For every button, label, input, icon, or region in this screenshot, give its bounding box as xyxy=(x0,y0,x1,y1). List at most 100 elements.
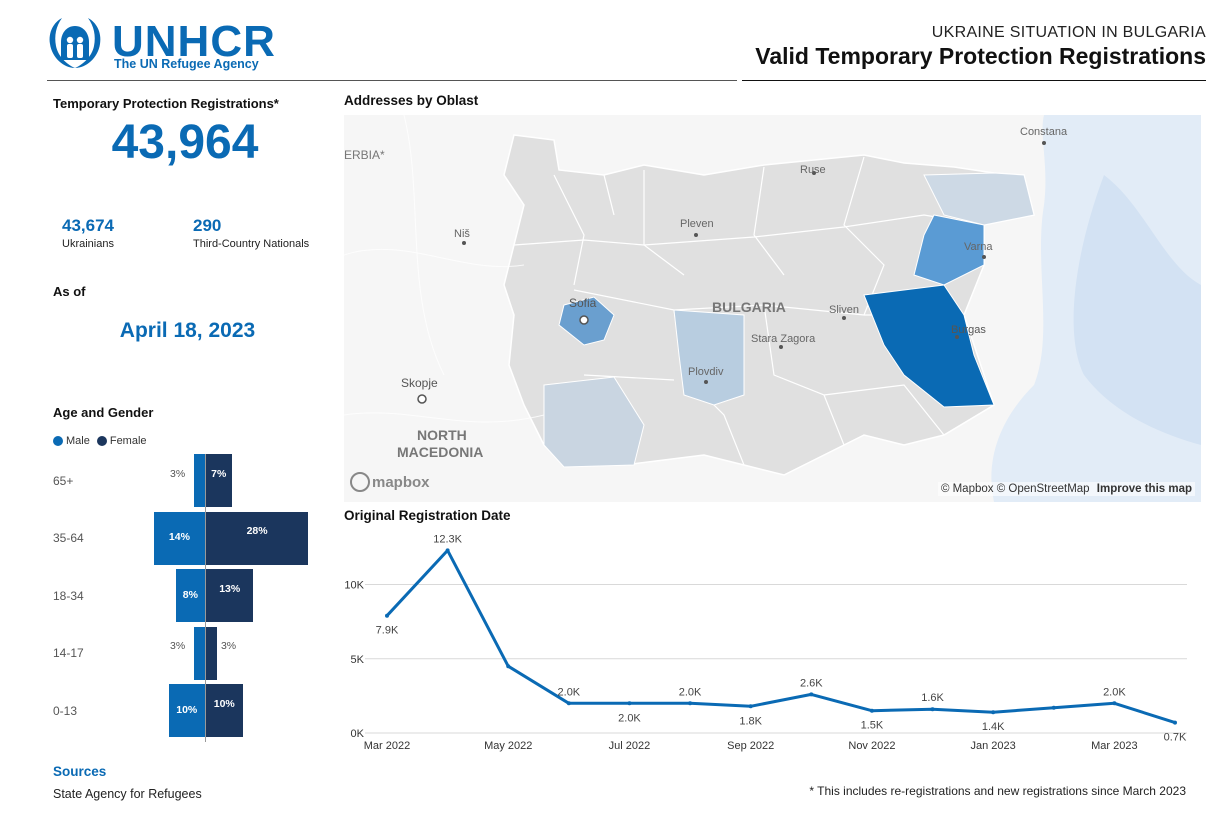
y-tick-label: 10K xyxy=(344,580,364,592)
y-tick-label: 0K xyxy=(351,728,365,740)
age-label: 0-13 xyxy=(53,703,78,718)
pyramid-axis xyxy=(205,454,206,742)
registrations-line xyxy=(385,548,1176,725)
age-gender-legend: Male Female xyxy=(53,435,147,447)
data-label: 0.7K xyxy=(1164,732,1187,744)
age-label: 65+ xyxy=(53,473,74,488)
age-gender-chart: 65+ 3% 7% 35-64 14% 28% 18-34 8% 13% 14-17 3% 3% 0-1… xyxy=(48,450,328,745)
male-bar[interactable] xyxy=(168,684,205,737)
x-tick-label: Sep 2022 xyxy=(727,740,774,752)
male-bar-label: 8% xyxy=(182,588,198,601)
data-point xyxy=(566,701,571,706)
data-point xyxy=(1051,705,1056,710)
x-tick-label: Jan 2023 xyxy=(971,740,1016,752)
registrations-label: Temporary Protection Registrations* xyxy=(53,96,279,111)
female-bar-label: 28% xyxy=(246,525,268,537)
label-north: NORTH xyxy=(417,427,467,443)
data-point xyxy=(1112,701,1117,706)
unhcr-emblem-icon xyxy=(49,18,101,68)
legend-female-dot xyxy=(96,436,107,446)
data-label: 12.3K xyxy=(433,533,462,545)
age-label: 35-64 xyxy=(53,531,84,545)
female-bar-label: 13% xyxy=(219,582,241,595)
male-bar-label: 14% xyxy=(168,531,190,543)
label-ruse: Ruse xyxy=(800,164,826,176)
data-label: 1.8K xyxy=(739,715,762,727)
data-point xyxy=(991,710,996,715)
male-bar[interactable] xyxy=(175,569,205,622)
header-divider-right xyxy=(742,80,1206,81)
male-bar[interactable] xyxy=(153,511,205,565)
male-bar-label: 3% xyxy=(170,640,186,652)
label-constana: Constana xyxy=(1020,126,1068,138)
data-label: 2.0K xyxy=(618,712,641,724)
data-label: 1.4K xyxy=(982,721,1005,733)
data-point xyxy=(748,704,753,709)
male-bar[interactable] xyxy=(194,626,205,680)
ukrainians-label: Ukrainians xyxy=(62,238,114,250)
oblast-dobrich xyxy=(923,172,1035,226)
footnote: * This includes re-registrations and new… xyxy=(809,784,1186,798)
ukrainians-value: 43,674 xyxy=(62,216,114,235)
female-bar[interactable] xyxy=(206,511,309,565)
legend-female-label: Female xyxy=(109,435,147,447)
data-point xyxy=(445,548,450,553)
mapbox-logo-text: mapbox xyxy=(372,474,430,491)
female-bar[interactable] xyxy=(206,626,217,680)
oblast-map[interactable]: Constana ERBIA* Ruse Pleven Niš Varna So… xyxy=(344,115,1201,502)
data-point xyxy=(627,701,632,706)
age-gender-title: Age and Gender xyxy=(53,405,154,420)
data-point xyxy=(688,701,693,706)
attribution-text[interactable]: © Mapbox © OpenStreetMap xyxy=(940,483,1090,495)
age-label: 18-34 xyxy=(53,588,84,603)
org-subtitle: The UN Refugee Agency xyxy=(114,57,259,71)
sources-title: Sources xyxy=(53,764,107,779)
x-tick-label: Mar 2023 xyxy=(1091,740,1137,752)
oblast-borders xyxy=(513,156,985,466)
black-sea-deep xyxy=(1073,175,1201,445)
female-bar[interactable] xyxy=(206,569,254,622)
label-plovdiv: Plovdiv xyxy=(688,366,724,378)
female-bar-label: 10% xyxy=(213,697,235,710)
label-nis: Niš xyxy=(454,228,470,240)
map-title: Addresses by Oblast xyxy=(344,93,479,108)
oblast-burgas[interactable] xyxy=(863,284,995,408)
oblast-blagoevgrad[interactable] xyxy=(543,376,645,468)
y-tick-label: 5K xyxy=(351,654,365,666)
as-of-label: As of xyxy=(53,284,86,299)
label-macedonia: MACEDONIA xyxy=(397,444,483,460)
label-sliven: Sliven xyxy=(829,304,859,316)
label-burgas: Burgas xyxy=(951,324,986,336)
x-tick-label: Jul 2022 xyxy=(609,740,651,752)
improve-map-link[interactable]: Improve this map xyxy=(1096,483,1192,495)
data-label: 1.5K xyxy=(861,720,884,732)
data-label: 2.6K xyxy=(800,677,823,689)
female-bar-label: 7% xyxy=(211,467,227,480)
legend-male-dot xyxy=(53,436,63,446)
data-label: 2.0K xyxy=(558,686,581,698)
data-point xyxy=(385,613,389,618)
tcn-label: Third-Country Nationals xyxy=(193,238,310,250)
data-point xyxy=(809,692,814,697)
data-label: 7.9K xyxy=(376,625,399,637)
x-tick-label: Nov 2022 xyxy=(848,740,895,752)
label-bulgaria-country: BULGARIA xyxy=(712,299,786,315)
mapbox-logo[interactable]: mapbox xyxy=(350,472,430,492)
data-point xyxy=(1173,720,1177,725)
page-title: Valid Temporary Protection Registrations xyxy=(755,43,1206,69)
unhcr-logo: UNHCR The UN Refugee Agency xyxy=(44,16,275,74)
label-skopje: Skopje xyxy=(401,376,438,390)
male-bar-label: 10% xyxy=(176,703,198,716)
data-point xyxy=(930,707,935,712)
tcn-value: 290 xyxy=(193,216,222,235)
female-bar[interactable] xyxy=(206,684,243,737)
data-label: 2.0K xyxy=(1103,686,1126,698)
header-divider-left xyxy=(47,80,737,81)
male-bar[interactable] xyxy=(194,454,205,507)
data-label: 1.6K xyxy=(921,692,944,704)
data-label: 2.0K xyxy=(679,686,702,698)
map-svg: Constana ERBIA* Ruse Pleven Niš Varna So… xyxy=(344,115,1201,502)
oblast-plovdiv[interactable] xyxy=(673,309,745,406)
female-bar[interactable] xyxy=(206,454,232,507)
data-point xyxy=(869,708,874,713)
